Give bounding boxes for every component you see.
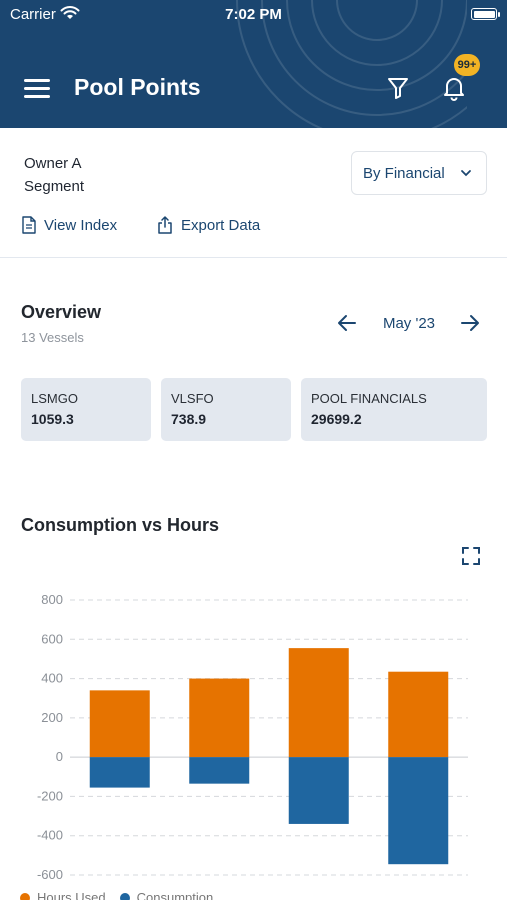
view-mode-dropdown[interactable]: By Financial: [351, 151, 487, 195]
chart-legend: Hours Used Consumption: [20, 890, 213, 900]
share-icon: [158, 216, 172, 234]
y-tick-label: 600: [41, 631, 63, 646]
y-tick-label: 0: [56, 749, 63, 764]
consumption-vs-hours-chart: 800 600 400 200 0 -200 -400 -600: [37, 592, 468, 882]
bar-hours-used[interactable]: [288, 648, 349, 758]
card-value: 1059.3: [31, 411, 74, 427]
bar-consumption[interactable]: [89, 757, 150, 788]
card-label: VLSFO: [171, 391, 214, 406]
filter-icon[interactable]: [386, 75, 410, 101]
carrier-label: Carrier: [10, 6, 56, 23]
page-title: Pool Points: [74, 74, 201, 100]
export-data-link[interactable]: Export Data: [157, 216, 260, 234]
section-divider: [0, 257, 507, 258]
next-month-button[interactable]: [460, 313, 480, 333]
view-mode-selected: By Financial: [363, 165, 445, 182]
chart-title: Consumption vs Hours: [21, 515, 220, 535]
y-tick-label: 400: [41, 671, 63, 686]
menu-button[interactable]: [24, 77, 52, 99]
bell-icon[interactable]: [440, 74, 468, 102]
battery-icon: [471, 8, 500, 20]
card-label: POOL FINANCIALS: [311, 391, 427, 406]
notification-badge: 99+: [454, 54, 480, 76]
summary-card-lsmgo: LSMGO 1059.3: [21, 378, 151, 441]
header-watermark: [236, 0, 467, 128]
document-icon: [22, 216, 36, 234]
legend-item-hours-used: Hours Used: [20, 890, 106, 900]
chevron-down-icon: [461, 170, 471, 177]
y-tick-label: -600: [37, 867, 63, 882]
card-label: LSMGO: [31, 391, 78, 406]
legend-swatch: [20, 892, 30, 900]
summary-card-pool-financials: POOL FINANCIALS 29699.2: [301, 378, 487, 441]
overview-title: Overview: [21, 302, 102, 322]
legend-label: Hours Used: [37, 890, 106, 900]
bar-consumption[interactable]: [288, 757, 349, 824]
vessel-count: 13 Vessels: [21, 330, 84, 345]
view-index-label: View Index: [44, 216, 118, 234]
y-tick-label: -400: [37, 828, 63, 843]
card-value: 29699.2: [311, 411, 362, 427]
expand-icon[interactable]: [461, 546, 481, 566]
month-label: May '23: [382, 315, 436, 332]
y-tick-label: 800: [41, 592, 63, 607]
legend-swatch: [119, 892, 130, 900]
wifi-icon: [60, 6, 80, 19]
bar-hours-used[interactable]: [189, 678, 250, 758]
clock: 7:02 PM: [225, 6, 282, 23]
bar-consumption[interactable]: [388, 757, 449, 865]
app-header: Carrier 7:02 PM Pool Points 99+: [0, 0, 507, 128]
segment-label: Segment: [24, 178, 85, 195]
export-data-label: Export Data: [181, 216, 261, 234]
y-tick-label: -200: [37, 788, 63, 803]
y-tick-label: 200: [41, 710, 63, 725]
bar-consumption[interactable]: [189, 757, 250, 784]
owner-label: Owner A: [24, 155, 82, 172]
status-bar: Carrier 7:02 PM: [0, 0, 507, 28]
card-value: 738.9: [171, 411, 207, 427]
legend-item-consumption: Consumption: [119, 890, 214, 900]
bar-hours-used[interactable]: [388, 671, 449, 758]
legend-label: Consumption: [136, 890, 214, 900]
previous-month-button[interactable]: [337, 313, 357, 333]
owner-info: Owner A Segment: [24, 152, 84, 198]
view-index-link[interactable]: View Index: [22, 216, 117, 234]
summary-card-vlsfo: VLSFO 738.9: [161, 378, 291, 441]
bar-hours-used[interactable]: [89, 690, 150, 758]
